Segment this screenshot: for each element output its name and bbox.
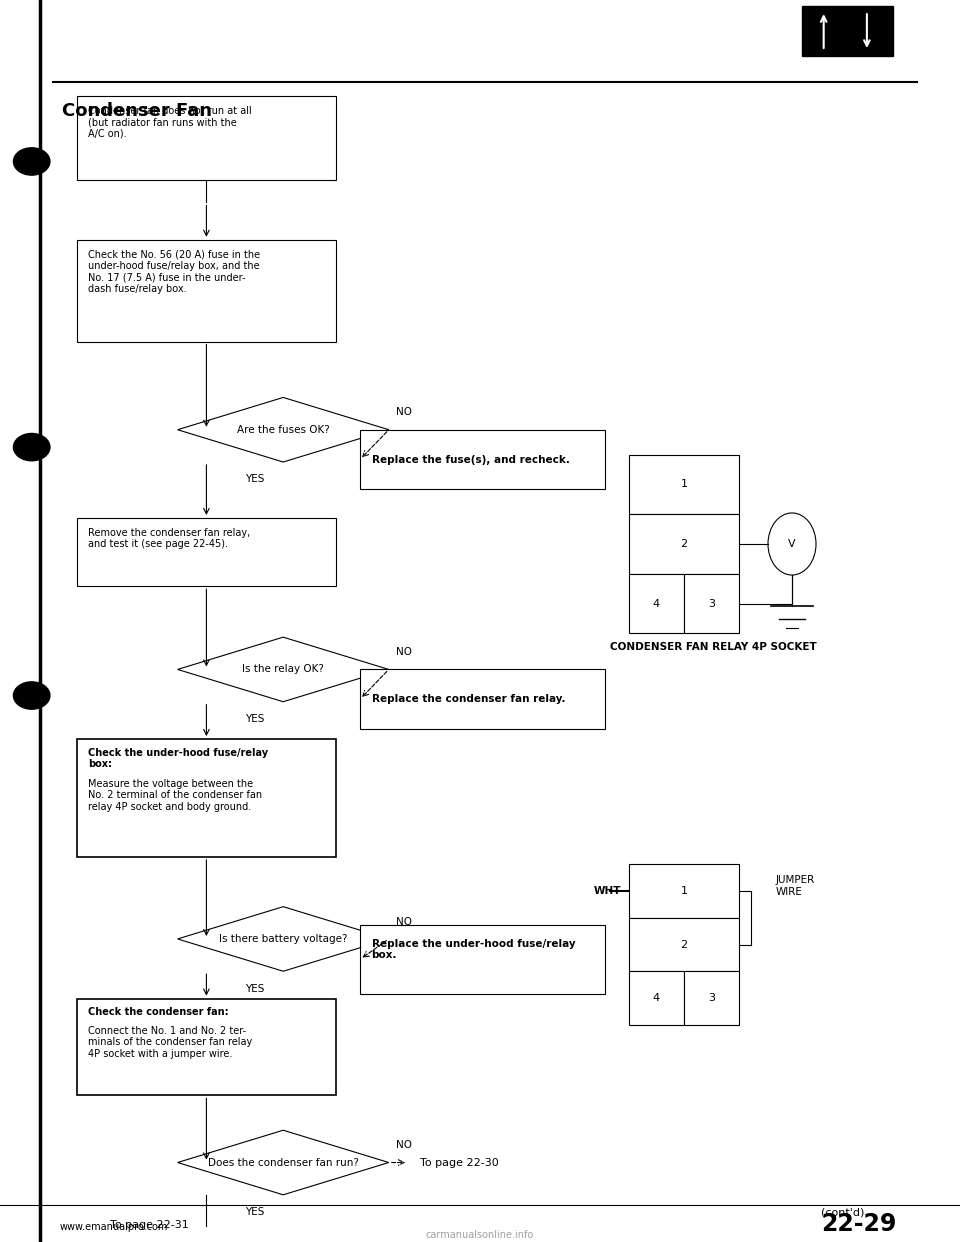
Text: YES: YES	[245, 714, 264, 724]
FancyBboxPatch shape	[77, 96, 336, 180]
Text: 22-29: 22-29	[821, 1212, 897, 1236]
Text: YES: YES	[245, 1207, 264, 1217]
Text: 4: 4	[653, 599, 660, 609]
Text: (cont'd): (cont'd)	[821, 1207, 864, 1217]
Text: Is there battery voltage?: Is there battery voltage?	[219, 934, 348, 944]
Ellipse shape	[13, 682, 50, 709]
Polygon shape	[178, 907, 389, 971]
FancyBboxPatch shape	[802, 6, 893, 56]
Polygon shape	[178, 1130, 389, 1195]
Text: Check the under-hood fuse/relay
box:: Check the under-hood fuse/relay box:	[88, 748, 269, 769]
Text: 3: 3	[708, 599, 715, 609]
Text: Measure the voltage between the
No. 2 terminal of the condenser fan
relay 4P soc: Measure the voltage between the No. 2 te…	[88, 779, 262, 812]
FancyBboxPatch shape	[684, 574, 739, 633]
Text: JUMPER
WIRE: JUMPER WIRE	[776, 876, 815, 897]
Text: 2: 2	[681, 539, 687, 549]
Text: 3: 3	[708, 992, 715, 1004]
FancyBboxPatch shape	[629, 514, 739, 574]
Text: To page 22-31: To page 22-31	[110, 1220, 189, 1230]
FancyBboxPatch shape	[360, 669, 605, 729]
FancyBboxPatch shape	[360, 430, 605, 489]
Text: carmanualsonline.info: carmanualsonline.info	[426, 1230, 534, 1240]
FancyBboxPatch shape	[684, 971, 739, 1025]
Text: Replace the fuse(s), and recheck.: Replace the fuse(s), and recheck.	[372, 455, 569, 465]
FancyBboxPatch shape	[629, 574, 684, 633]
Text: Check the condenser fan:: Check the condenser fan:	[88, 1007, 228, 1017]
Text: CONDENSER FAN RELAY 4P SOCKET: CONDENSER FAN RELAY 4P SOCKET	[610, 642, 816, 652]
Text: Remove the condenser fan relay,
and test it (see page 22-45).: Remove the condenser fan relay, and test…	[88, 528, 251, 549]
Text: 4: 4	[653, 992, 660, 1004]
Text: NO: NO	[396, 407, 413, 417]
Text: V: V	[788, 539, 796, 549]
Text: WHT: WHT	[593, 886, 621, 897]
Polygon shape	[178, 637, 389, 702]
FancyBboxPatch shape	[629, 918, 739, 971]
FancyBboxPatch shape	[77, 739, 336, 857]
Text: www.emanualpro.com: www.emanualpro.com	[60, 1222, 168, 1232]
Text: NO: NO	[396, 1140, 413, 1150]
Text: Condenser Fan: Condenser Fan	[62, 102, 212, 119]
Ellipse shape	[13, 433, 50, 461]
Text: YES: YES	[245, 984, 264, 994]
Text: Check the No. 56 (20 A) fuse in the
under-hood fuse/relay box, and the
No. 17 (7: Check the No. 56 (20 A) fuse in the unde…	[88, 250, 260, 294]
Text: Does the condenser fan run?: Does the condenser fan run?	[207, 1158, 359, 1167]
Polygon shape	[178, 397, 389, 462]
FancyBboxPatch shape	[77, 999, 336, 1095]
FancyBboxPatch shape	[629, 971, 684, 1025]
FancyBboxPatch shape	[629, 864, 739, 918]
Text: NO: NO	[396, 917, 413, 927]
Text: Connect the No. 1 and No. 2 ter-
minals of the condenser fan relay
4P socket wit: Connect the No. 1 and No. 2 ter- minals …	[88, 1026, 252, 1059]
Text: 2: 2	[681, 939, 687, 950]
FancyBboxPatch shape	[77, 240, 336, 342]
Text: Replace the under-hood fuse/relay
box.: Replace the under-hood fuse/relay box.	[372, 939, 575, 960]
FancyBboxPatch shape	[360, 925, 605, 994]
Ellipse shape	[13, 148, 50, 175]
FancyBboxPatch shape	[77, 518, 336, 586]
Text: YES: YES	[245, 474, 264, 484]
Text: Condenser fan does not run at all
(but radiator fan runs with the
A/C on).: Condenser fan does not run at all (but r…	[88, 106, 252, 139]
Text: Is the relay OK?: Is the relay OK?	[242, 664, 324, 674]
Text: Replace the condenser fan relay.: Replace the condenser fan relay.	[372, 694, 565, 704]
FancyBboxPatch shape	[629, 455, 739, 514]
Text: 1: 1	[681, 886, 687, 897]
Text: Are the fuses OK?: Are the fuses OK?	[237, 425, 329, 435]
Text: To page 22-30: To page 22-30	[420, 1158, 498, 1167]
Text: NO: NO	[396, 647, 413, 657]
Text: 1: 1	[681, 479, 687, 489]
